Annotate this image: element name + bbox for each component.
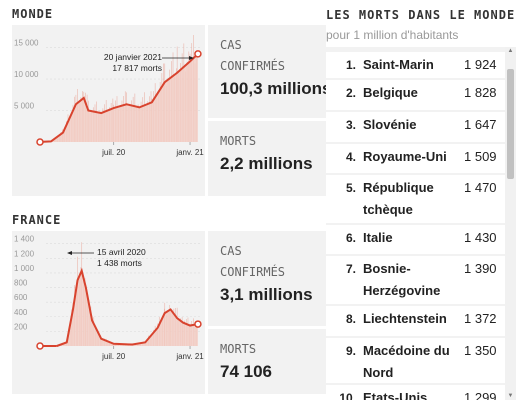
y-tick-label: 10 000 xyxy=(14,70,39,79)
area-fill xyxy=(38,53,198,142)
monde-section-title: MONDE xyxy=(12,7,54,21)
x-tick-label: janv. 21 xyxy=(175,352,204,361)
ranking-row: 5. République tchèque 1 470 xyxy=(326,175,505,223)
scroll-up-arrow-icon[interactable]: ▲ xyxy=(507,48,514,54)
ranking-country: Macédoine du Nord xyxy=(363,343,450,380)
y-tick-label: 600 xyxy=(14,293,28,302)
ranking-value: 1 390 xyxy=(464,261,497,276)
x-tick-label: juil. 20 xyxy=(101,352,126,361)
annotation-value: 1 438 morts xyxy=(97,258,142,268)
ranking-row: 3. Slovénie 1 647 xyxy=(326,112,505,142)
monde-cases-label-line2: CONFIRMÉS xyxy=(220,59,286,73)
scroll-down-arrow-icon[interactable]: ▼ xyxy=(507,393,514,399)
monde-chart-panel: 5 000 10 000 15 000 juil. 20 janv. 21 20 janv… xyxy=(12,25,205,196)
y-tick-label: 800 xyxy=(14,279,28,288)
ranking-subtitle: pour 1 million d'habitants xyxy=(326,28,459,42)
monde-cases-label-line1: CAS xyxy=(220,38,242,52)
start-point xyxy=(36,138,44,146)
ranking-value: 1 828 xyxy=(464,85,497,100)
ranking-rank: 9. xyxy=(345,344,356,358)
ranking-rank: 10. xyxy=(339,391,356,400)
annotation-date: 15 avril 2020 xyxy=(97,247,146,257)
ranking-value: 1 924 xyxy=(464,57,497,72)
ranking-value: 1 372 xyxy=(464,311,497,326)
ranking-row: 8. Liechtenstein 1 372 xyxy=(326,306,505,336)
y-tick-label: 200 xyxy=(14,322,28,331)
france-chart-panel: 200 400 600 800 1 000 1 200 1 400 juil. 20 janv.… xyxy=(12,231,205,394)
ranking-country: Royaume-Uni xyxy=(363,149,447,164)
ranking-country: Etats-Unis xyxy=(363,390,428,400)
ranking-row: 4. Royaume-Uni 1 509 xyxy=(326,144,505,173)
ranking-scrollbar[interactable]: ▲ ▼ xyxy=(505,47,516,400)
ranking-value: 1 647 xyxy=(464,117,497,132)
ranking-country: Liechtenstein xyxy=(363,311,447,326)
ranking-row: 9. Macédoine du Nord 1 350 xyxy=(326,338,505,383)
ranking-country: Saint-Marin xyxy=(363,57,434,72)
ranking-rank: 8. xyxy=(345,312,356,326)
ranking-country: Belgique xyxy=(363,85,418,100)
ranking-row: 7. Bosnie-Herzégovine 1 390 xyxy=(326,256,505,304)
ranking-value: 1 299 xyxy=(464,390,497,400)
annotation-arrowhead xyxy=(189,56,194,60)
x-tick-label: juil. 20 xyxy=(101,148,126,157)
france-cases-label-line2: CONFIRMÉS xyxy=(220,265,286,279)
monde-deaths-label: MORTS xyxy=(220,134,257,148)
ranking-value: 1 430 xyxy=(464,230,497,245)
ranking-value: 1 470 xyxy=(464,180,497,195)
ranking-row: 10. Etats-Unis 1 299 xyxy=(326,385,505,400)
ranking-row: 6. Italie 1 430 xyxy=(326,225,505,254)
ranking-row: 1. Saint-Marin 1 924 xyxy=(326,52,505,78)
ranking-country: Italie xyxy=(363,230,393,245)
ranking-rank: 4. xyxy=(345,150,356,164)
monde-deaths-box: MORTS 2,2 millions xyxy=(208,121,326,196)
monde-cases-box: CAS CONFIRMÉS 100,3 millions xyxy=(208,25,332,118)
y-tick-label: 400 xyxy=(14,308,28,317)
france-cases-label-line1: CAS xyxy=(220,244,242,258)
ranking-country: Bosnie-Herzégovine xyxy=(363,261,441,298)
monde-deaths-chart: 5 000 10 000 15 000 juil. 20 janv. 21 20 janv… xyxy=(14,35,204,157)
ranking-list[interactable]: 1. Saint-Marin 1 924 2. Belgique 1 828 3. Slové… xyxy=(326,47,516,400)
series-line xyxy=(38,53,199,143)
monde-deaths-value: 2,2 millions xyxy=(220,154,313,173)
start-point xyxy=(36,342,44,350)
y-tick-label: 1 200 xyxy=(14,249,35,258)
france-section-title: FRANCE xyxy=(12,213,62,227)
ranking-rank: 5. xyxy=(345,181,356,195)
area-fill xyxy=(56,270,198,346)
ranking-value: 1 509 xyxy=(464,149,497,164)
annotation-value: 17 817 morts xyxy=(112,63,162,73)
series-line xyxy=(56,267,199,347)
ranking-country: République tchèque xyxy=(363,180,434,217)
end-point xyxy=(194,50,202,58)
ranking-rank: 2. xyxy=(345,86,356,100)
annotation-arrowhead xyxy=(67,251,72,255)
scrollbar-thumb[interactable] xyxy=(507,69,514,179)
france-deaths-box: MORTS 74 106 xyxy=(208,329,326,394)
x-tick-label: janv. 21 xyxy=(175,148,204,157)
france-deaths-label: MORTS xyxy=(220,342,257,356)
ranking-value: 1 350 xyxy=(464,343,497,358)
france-deaths-value: 74 106 xyxy=(220,362,272,381)
france-deaths-chart: 200 400 600 800 1 000 1 200 1 400 juil. 20 janv.… xyxy=(14,235,204,361)
monde-cases-value: 100,3 millions xyxy=(220,79,332,98)
france-cases-value: 3,1 millions xyxy=(220,285,313,304)
y-tick-label: 1 400 xyxy=(14,235,35,244)
ranking-rank: 1. xyxy=(345,58,356,72)
ranking-country: Slovénie xyxy=(363,117,417,132)
ranking-rank: 7. xyxy=(345,262,356,276)
end-point xyxy=(194,320,202,328)
y-tick-label: 15 000 xyxy=(14,39,39,48)
y-tick-label: 1 000 xyxy=(14,264,35,273)
ranking-rank: 3. xyxy=(345,118,356,132)
ranking-title: LES MORTS DANS LE MONDE xyxy=(326,8,516,22)
y-tick-label: 5 000 xyxy=(14,102,35,111)
france-cases-box: CAS CONFIRMÉS 3,1 millions xyxy=(208,231,326,326)
annotation-date: 20 janvier 2021 xyxy=(104,52,162,62)
ranking-rank: 6. xyxy=(345,231,356,245)
ranking-row: 2. Belgique 1 828 xyxy=(326,80,505,110)
